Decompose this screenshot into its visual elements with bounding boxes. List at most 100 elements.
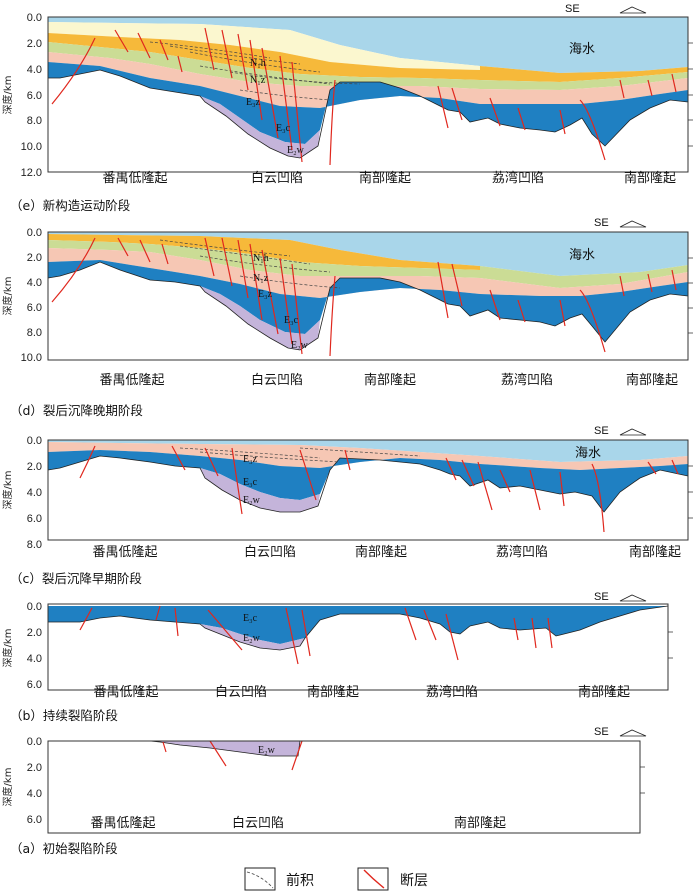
region-label: 白云凹陷 (251, 372, 303, 388)
region-label: 番禺低隆起 (102, 171, 167, 186)
direction-label: SE (594, 425, 609, 437)
y-axis-title: 深度/km (1, 76, 14, 115)
faults (51, 27, 677, 166)
basement-outline (47, 455, 689, 513)
region-label: 白云凹陷 (251, 170, 303, 186)
panel-e (47, 16, 689, 173)
fault-legend-icon (363, 869, 385, 889)
tick-label: 8.0 (27, 327, 42, 339)
sea-label: 海水 (569, 248, 595, 263)
region-label: 荔湾凹陷 (426, 684, 478, 700)
region-label: 荔湾凹陷 (496, 544, 548, 560)
region-label: 南部隆起 (359, 170, 411, 186)
formation-label: E₃c (276, 123, 291, 134)
tick-label: 0.0 (27, 736, 42, 748)
formation-label: E₃c (284, 315, 299, 326)
region-label: 南部隆起 (629, 544, 681, 560)
panel-c (47, 439, 689, 541)
formation-label: E₃z (246, 97, 261, 108)
tick-label: 12.0 (21, 167, 42, 179)
progradation-lines (179, 447, 421, 463)
region-label: 荔湾凹陷 (501, 372, 553, 388)
seawater-layer (48, 17, 688, 73)
tick-label: 8.0 (27, 539, 42, 551)
zhujiang-formation (48, 42, 688, 90)
tick-label: 2.0 (27, 461, 42, 473)
tick-label: 4.0 (27, 788, 42, 800)
formation-label: N₁h (250, 58, 266, 69)
enping-formation (48, 260, 688, 342)
direction-arrow-icon (619, 220, 647, 228)
panel-caption: （a）初始裂陷阶段 (10, 841, 118, 856)
y-axis-title: 深度/km (1, 768, 14, 807)
formation-label: N₁h (253, 253, 269, 264)
region-label: 白云凹陷 (232, 815, 284, 831)
hanjiang-formation (48, 234, 480, 270)
panel-d (47, 231, 689, 361)
axes-and-labels: 0.0 2.0 4.0 6.0 8.0 10.0 12.0 0.0 2.0 4.… (1, 3, 681, 856)
direction-label: SE (594, 591, 609, 603)
tick-label: 0.0 (27, 435, 42, 447)
region-label: 南部隆起 (578, 684, 630, 700)
zhuhai-formation (48, 248, 688, 298)
formation-label: E₂w (291, 340, 309, 351)
faults (162, 740, 303, 771)
panel-a-frame (47, 740, 641, 834)
faults (51, 237, 677, 357)
panel-caption: （b）持续裂陷阶段 (10, 708, 118, 723)
basement-outline (48, 69, 689, 159)
direction-arrow-icon (619, 428, 647, 436)
formation-label: E₃c (243, 613, 258, 624)
quaternary-layer (48, 22, 480, 70)
progradation-legend-icon (246, 871, 274, 889)
tick-label: 8.0 (27, 115, 42, 127)
region-label: 番禺低隆起 (99, 373, 164, 388)
hanjiang-formation (48, 33, 688, 82)
tick-label: 6.0 (27, 302, 42, 314)
seawater-layer (48, 232, 688, 276)
panel-caption: （d）裂后沉降晚期阶段 (10, 403, 143, 418)
panel-c-frame (47, 439, 689, 541)
wenchang-formation (200, 96, 320, 158)
direction-arrow-icon (619, 729, 647, 737)
wenchang-formation (200, 468, 320, 512)
tick-label: 2.0 (27, 252, 42, 264)
direction-arrow-icon (619, 6, 647, 14)
zhuhai-formation (48, 52, 688, 108)
tick-label: 10.0 (21, 141, 42, 153)
seawater-layer (48, 440, 688, 462)
panel-d-frame (47, 231, 689, 361)
faults (79, 605, 553, 665)
panel-a (47, 740, 641, 834)
legend: 前积 断层 (244, 867, 428, 891)
tick-label: 6.0 (27, 679, 42, 691)
zhuhai-formation (48, 442, 688, 470)
direction-label: SE (594, 217, 609, 229)
region-label: 番禺低隆起 (93, 685, 158, 700)
panel-caption: （c）裂后沉降早期阶段 (10, 571, 142, 586)
progradation-lines (159, 239, 341, 289)
direction-arrow-icon (619, 594, 647, 602)
right-axis-ticks (640, 42, 693, 794)
tick-label: 0.0 (27, 601, 42, 613)
tick-label: 6.0 (27, 814, 42, 826)
region-label: 南部隆起 (454, 815, 506, 831)
legend-fault-label: 断层 (400, 873, 428, 889)
wenchang-formation (200, 624, 305, 650)
panel-e-frame (47, 16, 689, 173)
wenchang-formation (150, 741, 300, 756)
tick-label: 6.0 (27, 513, 42, 525)
sea-label: 海水 (569, 42, 595, 57)
region-label: 南部隆起 (364, 372, 416, 388)
tick-label: 4.0 (27, 653, 42, 665)
region-label: 番禺低隆起 (92, 545, 157, 560)
enping-formation (48, 606, 668, 644)
tick-label: 10.0 (21, 352, 42, 364)
enping-formation (48, 62, 688, 146)
region-label: 南部隆起 (626, 372, 678, 388)
tick-label: 4.0 (27, 487, 42, 499)
panel-e-strata (48, 17, 689, 159)
region-label: 荔湾凹陷 (492, 170, 544, 186)
formation-label: E₂w (243, 633, 261, 644)
